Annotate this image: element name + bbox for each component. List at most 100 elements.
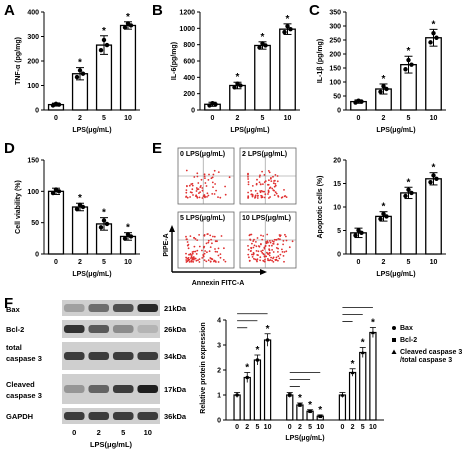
flow-event bbox=[264, 258, 266, 261]
flow-event bbox=[185, 191, 188, 194]
data-point bbox=[350, 370, 355, 375]
flow-event bbox=[285, 250, 288, 253]
x-axis-title: LPS(μg/mL) bbox=[376, 127, 415, 134]
flow-event bbox=[198, 196, 201, 199]
flow-event bbox=[268, 254, 271, 257]
flow-event bbox=[261, 249, 264, 252]
flow-event bbox=[187, 258, 190, 261]
flow-event bbox=[211, 176, 214, 179]
flow-event bbox=[259, 190, 261, 192]
flow-event bbox=[194, 238, 197, 240]
data-point bbox=[403, 67, 408, 72]
y-tick-label: 0 bbox=[337, 108, 341, 115]
flow-event bbox=[277, 255, 280, 258]
flow-event bbox=[207, 194, 210, 197]
flow-event bbox=[272, 175, 274, 178]
flow-event bbox=[209, 257, 212, 259]
blot-row-label: Cleaved bbox=[6, 380, 35, 389]
x-tick-label: 0 bbox=[357, 259, 361, 266]
data-point bbox=[431, 173, 436, 178]
flow-event bbox=[259, 183, 262, 186]
flow-event bbox=[288, 246, 291, 249]
flow-event bbox=[251, 185, 254, 187]
flow-event bbox=[201, 197, 204, 199]
data-point bbox=[50, 190, 56, 196]
flow-event bbox=[212, 235, 214, 238]
flow-event bbox=[261, 238, 264, 241]
blot-lane-label: 0 bbox=[72, 428, 76, 437]
data-point bbox=[53, 101, 59, 107]
flow-event bbox=[248, 259, 251, 262]
x-tick-label: 5 bbox=[361, 424, 365, 431]
bar bbox=[71, 206, 89, 255]
blot-band bbox=[112, 304, 134, 312]
flow-event bbox=[195, 259, 198, 262]
y-tick-label: 200 bbox=[329, 52, 341, 59]
flow-event bbox=[272, 261, 275, 263]
flow-event bbox=[209, 234, 212, 237]
flow-event bbox=[206, 251, 208, 254]
flow-event bbox=[268, 179, 270, 182]
data-point bbox=[318, 414, 323, 419]
flow-event bbox=[217, 254, 220, 257]
y-axis-title: IL-6(pg/mg) bbox=[171, 42, 178, 80]
flow-event bbox=[219, 196, 222, 199]
flow-event bbox=[222, 259, 225, 261]
flow-event bbox=[249, 238, 252, 241]
blot-band bbox=[88, 385, 110, 393]
flow-event bbox=[208, 250, 211, 253]
data-point bbox=[74, 206, 80, 212]
flow-event bbox=[209, 260, 212, 263]
flow-event bbox=[273, 238, 276, 241]
flow-event bbox=[284, 233, 286, 236]
legend-marker bbox=[392, 338, 396, 342]
flow-event bbox=[268, 244, 271, 247]
flow-event bbox=[185, 235, 187, 238]
y-tick-label: 3 bbox=[217, 343, 221, 350]
flow-event bbox=[259, 174, 261, 177]
flow-event bbox=[206, 192, 209, 195]
flow-event bbox=[211, 181, 214, 184]
flow-event bbox=[196, 196, 199, 199]
bar bbox=[425, 178, 442, 255]
flow-event bbox=[256, 254, 259, 256]
x-tick-label: 5 bbox=[102, 259, 106, 266]
flow-event bbox=[205, 242, 208, 245]
flow-event bbox=[262, 259, 265, 262]
data-point bbox=[235, 393, 239, 397]
y-axis-title: Apoptotic cells (%) bbox=[317, 175, 324, 238]
flow-event bbox=[193, 237, 195, 239]
blot-kda-label: 34kDa bbox=[164, 352, 187, 361]
flow-event bbox=[206, 196, 208, 198]
flow-event bbox=[275, 256, 278, 259]
x-tick-label: 5 bbox=[407, 115, 411, 122]
flow-event bbox=[276, 175, 279, 177]
data-point bbox=[207, 103, 212, 108]
significance-mark: * bbox=[407, 46, 411, 57]
flow-event bbox=[213, 235, 216, 238]
y-tick-label: 350 bbox=[329, 10, 341, 17]
x-tick-label: 0 bbox=[235, 424, 239, 431]
flow-event bbox=[217, 261, 220, 263]
panel-label-c: C bbox=[309, 2, 320, 19]
flow-event bbox=[269, 241, 272, 244]
flow-event bbox=[282, 240, 285, 242]
flow-event bbox=[262, 190, 264, 193]
significance-mark: * bbox=[78, 58, 82, 69]
flow-event bbox=[224, 193, 227, 196]
flow-event bbox=[196, 239, 199, 242]
y-axis-title: Cell viability (%) bbox=[15, 180, 22, 234]
data-point bbox=[125, 21, 131, 26]
blot-band bbox=[63, 412, 85, 420]
x-tick-label: 0 bbox=[340, 424, 344, 431]
flow-event bbox=[261, 170, 263, 173]
bar bbox=[47, 190, 65, 255]
data-point bbox=[77, 202, 83, 208]
flow-event bbox=[194, 250, 197, 253]
flow-event bbox=[254, 194, 257, 197]
x-tick-label: 2 bbox=[298, 424, 302, 431]
x-tick-label: 5 bbox=[102, 115, 106, 122]
flow-event bbox=[254, 189, 257, 192]
bar bbox=[286, 394, 294, 421]
